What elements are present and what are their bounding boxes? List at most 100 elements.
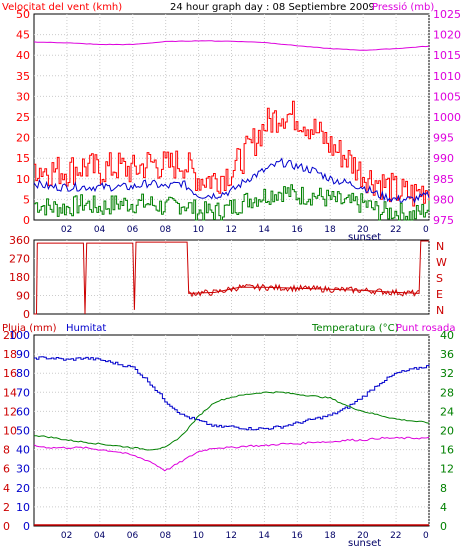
humidity-tick-label: 70 [16,386,30,399]
wind-tick-label: 50 [16,8,30,21]
x-tick-label-bottom: 0 [423,531,429,541]
series-wind-direction [34,240,429,315]
humidity-tick-label: 90 [16,348,30,361]
pressure-tick-label: 980 [433,193,454,206]
humidity-tick-label: 40 [16,444,30,457]
pressure-tick-label: 1000 [433,111,461,124]
x-tick-label-top: 18 [324,225,336,235]
wind-tick-label: 20 [16,132,30,145]
x-tick-label-bottom: 10 [193,531,205,541]
humidity-tick-label: 50 [16,425,30,438]
x-tick-label-bottom: 04 [94,531,106,541]
rain-tick-label: 2 [3,501,10,514]
rain-tick-label: 20 [3,329,17,342]
x-tick-label-bottom: 16 [291,531,303,541]
wind-tick-label: 45 [16,29,30,42]
dewpoint-axis-label: Punt rosada [396,323,455,334]
pressure-tick-label: 995 [433,132,454,145]
x-tick-label-bottom: 02 [61,531,72,541]
pressure-tick-label: 1020 [433,29,461,42]
humidity-tick-label: 0 [23,520,30,533]
x-tick-label-top: 12 [226,225,237,235]
wind-tick-label: 30 [16,90,30,103]
temperature-tick-label: 36 [440,348,454,361]
humidity-tick-label: 60 [16,405,30,418]
x-tick-label-bottom: 22 [390,531,401,541]
x-tick-label-bottom: 06 [127,531,139,541]
rain-tick-label: 8 [3,444,10,457]
series-dewpoint [33,436,430,472]
compass-label: E [436,288,443,301]
x-tick-label-top: 0 [423,225,429,235]
pressure-tick-label: 1015 [433,49,461,62]
humidity-tick-label: 100 [9,329,30,342]
temperature-tick-label: 8 [440,482,447,495]
x-tick-label-top: 10 [193,225,205,235]
temperature-tick-label: 24 [440,405,454,418]
wind-tick-label: 10 [16,173,30,186]
x-tick-label-top: 16 [291,225,303,235]
sunset-label-bottom: sunset [348,538,381,549]
rain-tick-label: 0 [3,520,10,533]
x-tick-label-top: 22 [390,225,401,235]
series-wind-gust [34,100,430,207]
rain-tick-label: 14 [3,386,17,399]
humidity-tick-label: 10 [16,501,30,514]
x-tick-label-top: 04 [94,225,106,235]
rain-tick-label: 18 [3,348,17,361]
humidity-axis-label: Humitat [66,323,106,334]
wind-tick-label: 25 [16,111,30,124]
temperature-tick-label: 40 [440,329,454,342]
compass-label: N [436,304,444,317]
pressure-tick-label: 985 [433,173,454,186]
wind-axis-label: Velocitat del vent (kmh) [2,2,122,13]
rain-axis-label: Pluja (mm) [2,323,57,334]
sunset-label-top: sunset [348,232,381,243]
temperature-tick-label: 0 [440,520,447,533]
x-tick-label-top: 02 [61,225,72,235]
rain-tick-label: 12 [3,405,17,418]
pressure-tick-label: 1010 [433,70,461,83]
series-wind-direction-variation [188,282,420,298]
x-tick-label-bottom: 14 [258,531,270,541]
temperature-tick-label: 4 [440,501,447,514]
temperature-tick-label: 28 [440,386,454,399]
rain-tick-label: 4 [3,482,10,495]
rain-tick-label: 10 [3,425,17,438]
rain-tick-label: 6 [3,463,10,476]
compass-label: W [436,256,447,269]
temperature-tick-label: 16 [440,444,454,457]
compass-label: N [436,240,444,253]
x-tick-label-top: 20 [357,225,369,235]
temperature-tick-label: 32 [440,367,454,380]
temperature-axis-label: Temperatura (°C) [311,323,399,334]
tick-labels: 0202040406060808101012121414161618182020… [3,8,461,541]
pressure-axis-label: Pressió (mb) [372,1,434,13]
pressure-tick-label: 1005 [433,90,461,103]
wind-tick-label: 5 [23,193,30,206]
series-wind-min [34,184,430,221]
x-tick-label-top: 06 [127,225,139,235]
humidity-tick-label: 20 [16,482,30,495]
direction-tick-label: 90 [16,290,30,303]
direction-tick-label: 0 [23,308,30,321]
plot-lines [33,40,430,526]
x-tick-label-top: 14 [258,225,270,235]
direction-tick-label: 180 [9,271,30,284]
x-tick-label-bottom: 18 [324,531,336,541]
direction-tick-label: 270 [9,253,30,266]
graph-title: 24 hour graph day : 08 Septiembre 2009 [170,2,375,13]
x-tick-label-top: 08 [160,225,172,235]
series-humidity [34,356,430,431]
wind-tick-label: 35 [16,70,30,83]
wind-tick-label: 0 [23,214,30,227]
direction-tick-label: 360 [9,234,30,247]
series-temperature [34,391,430,451]
rain-tick-label: 16 [3,367,17,380]
wind-tick-label: 15 [16,152,30,165]
compass-label: S [436,272,443,285]
series-wind-avg [33,157,430,204]
wind-tick-label: 40 [16,49,30,62]
